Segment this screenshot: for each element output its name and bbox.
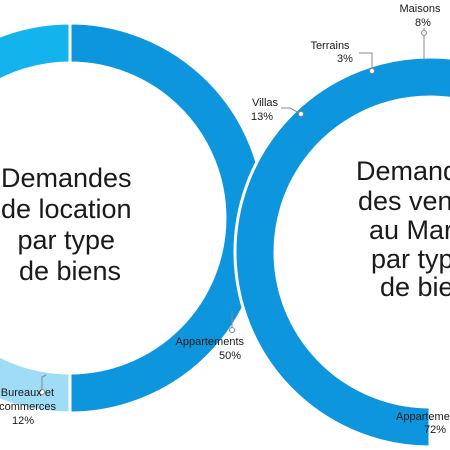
label-left-appart-name: Appartements xyxy=(176,336,245,348)
label-left-bureaux-name-1: Bureaux et xyxy=(1,387,54,399)
label-right-maisons-pct: 8% xyxy=(415,17,431,29)
right-center-title: Demandes des ventes au Maroc par type de… xyxy=(356,156,450,302)
label-right-appart-name: Appartements xyxy=(396,411,450,423)
dot-right-terrains xyxy=(369,68,375,74)
chart-location xyxy=(0,21,267,415)
leader-dots xyxy=(39,30,427,395)
left-center-line-1: Demandes xyxy=(1,163,132,193)
left-center-line-2: de location xyxy=(1,194,132,224)
right-center-line-3: au Maroc xyxy=(369,215,450,245)
dot-left-appart xyxy=(229,327,235,333)
label-left-bureaux-name-2: commerces xyxy=(0,401,56,413)
label-right-terrains-pct: 3% xyxy=(337,53,353,65)
left-center-line-4: de biens xyxy=(19,256,121,286)
dot-left-bureaux xyxy=(39,389,45,395)
label-right-villas-pct: 13% xyxy=(251,111,273,123)
right-center-line-1: Demandes xyxy=(356,156,450,186)
slice-bureaux-et-commerces xyxy=(0,354,72,415)
label-right-maisons-name: Maisons xyxy=(400,3,441,15)
dot-right-maisons xyxy=(421,30,427,36)
slice-appartements xyxy=(233,55,450,449)
leader-right-terrains xyxy=(359,52,373,71)
chart-ventes xyxy=(233,55,450,449)
label-left-appart-pct: 50% xyxy=(219,350,241,362)
right-center-line-4: par type xyxy=(371,244,450,274)
right-center-line-2: des ventes xyxy=(358,186,450,216)
label-right-terrains-name: Terrains xyxy=(310,40,350,52)
label-left-bureaux-pct: 12% xyxy=(12,415,34,427)
dot-right-villas xyxy=(298,111,304,117)
leader-left-bureaux xyxy=(41,374,47,392)
slice-appartements xyxy=(68,21,267,415)
leader-right-villas xyxy=(281,107,302,115)
left-center-line-3: par type xyxy=(17,225,115,255)
label-right-villas-name: Villas xyxy=(252,97,279,109)
label-right-appart-pct: 72% xyxy=(424,424,446,436)
right-center-line-5: de biens xyxy=(380,272,450,302)
left-center-title: Demandes de location par type de biens xyxy=(1,163,139,286)
slice-other xyxy=(0,21,72,82)
